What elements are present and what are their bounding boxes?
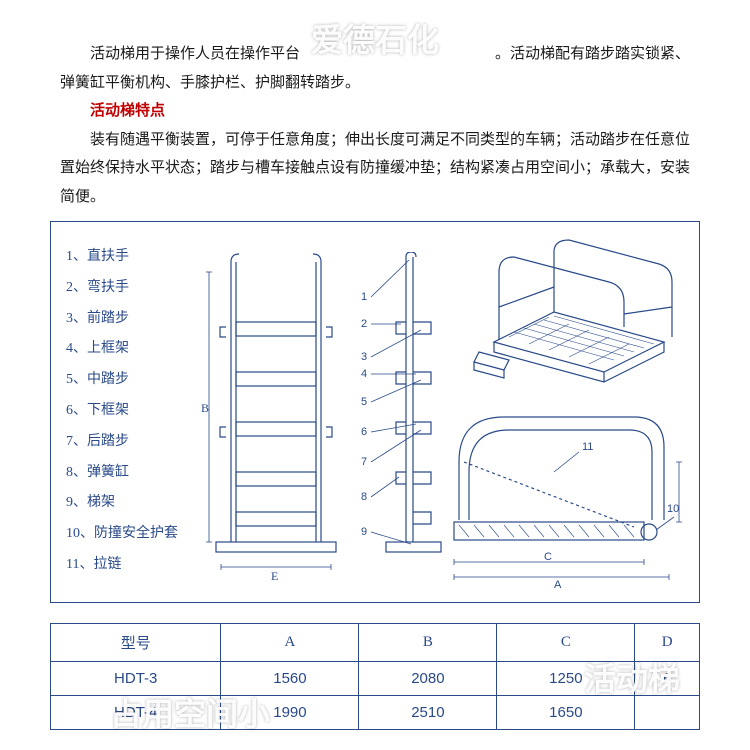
svg-text:1: 1 xyxy=(361,291,367,303)
svg-text:9: 9 xyxy=(361,526,367,538)
part-item: 2、弯扶手 xyxy=(66,273,178,304)
svg-text:5: 5 xyxy=(361,396,367,408)
part-item: 3、前踏步 xyxy=(66,304,178,335)
svg-text:E: E xyxy=(271,569,278,582)
part-item: 1、直扶手 xyxy=(66,242,178,273)
svg-text:8: 8 xyxy=(361,491,367,503)
svg-text:10: 10 xyxy=(667,503,679,515)
table-cell xyxy=(635,696,700,730)
watermark-bottom-left: 占用空间小 xyxy=(110,689,270,735)
parts-list: 1、直扶手 2、弯扶手 3、前踏步 4、上框架 5、中踏步 6、下框架 7、后踏… xyxy=(66,242,178,581)
svg-text:B: B xyxy=(201,401,209,415)
feature-heading: 活动梯特点 xyxy=(60,97,690,126)
table-cell: 2080 xyxy=(359,662,497,696)
part-item: 7、后踏步 xyxy=(66,427,178,458)
table-header: A xyxy=(221,624,359,662)
svg-text:7: 7 xyxy=(361,456,367,468)
ladder-front-view: B E xyxy=(201,252,361,582)
ladder-side-elevation: 11 10 C A xyxy=(434,402,684,592)
part-item: 5、中踏步 xyxy=(66,365,178,396)
svg-text:6: 6 xyxy=(361,426,367,438)
ladder-iso-view xyxy=(454,232,684,392)
table-header: B xyxy=(359,624,497,662)
svg-text:11: 11 xyxy=(582,441,593,453)
part-item: 4、上框架 xyxy=(66,334,178,365)
part-item: 10、防撞安全护套 xyxy=(66,519,178,550)
part-item: 9、梯架 xyxy=(66,488,178,519)
svg-text:2: 2 xyxy=(361,318,367,330)
svg-text:3: 3 xyxy=(361,351,367,363)
feature-paragraph: 装有随遇平衡装置，可停于任意角度；伸出长度可满足不同类型的车辆；活动踏步在任意位… xyxy=(60,126,690,212)
part-item: 6、下框架 xyxy=(66,396,178,427)
watermark-top: 爱德石化 xyxy=(311,15,439,61)
svg-text:4: 4 xyxy=(361,368,367,380)
table-header: 型号 xyxy=(51,624,221,662)
diagram-container: 1、直扶手 2、弯扶手 3、前踏步 4、上框架 5、中踏步 6、下框架 7、后踏… xyxy=(50,221,700,603)
svg-text:A: A xyxy=(554,579,562,591)
part-item: 11、拉链 xyxy=(66,550,178,581)
table-cell: 2510 xyxy=(359,696,497,730)
part-item: 8、弹簧缸 xyxy=(66,458,178,489)
watermark-bottom-right: 活动梯 xyxy=(584,654,680,700)
table-cell: 1650 xyxy=(497,696,635,730)
svg-text:C: C xyxy=(544,551,552,563)
